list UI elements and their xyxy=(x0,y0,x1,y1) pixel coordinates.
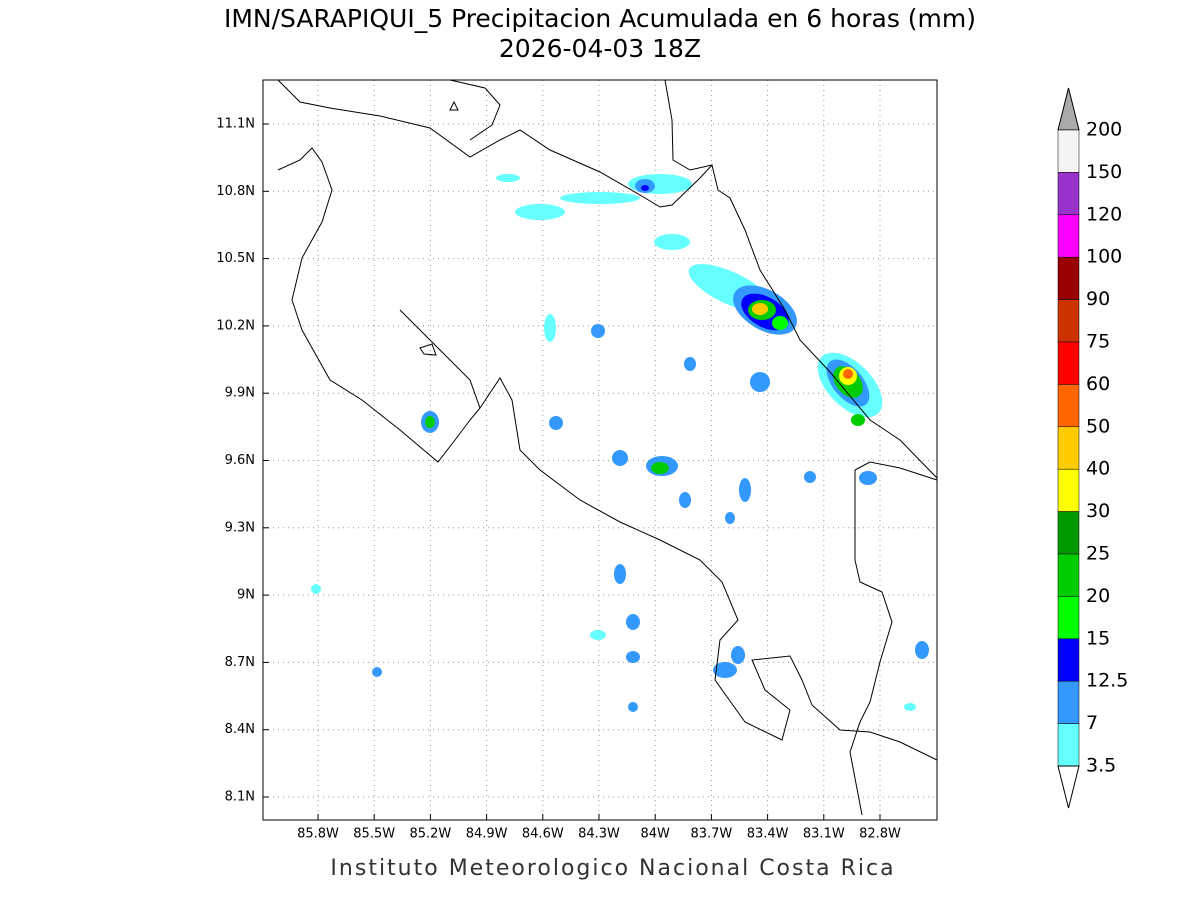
lat-tick-label: 10.5N xyxy=(216,251,255,266)
colorbar-box xyxy=(1057,214,1080,258)
colorbar-label: 12.5 xyxy=(1086,670,1128,692)
lat-tick-label: 11.1N xyxy=(216,117,255,132)
colorbar-label: 20 xyxy=(1086,585,1110,607)
colorbar-box xyxy=(1057,638,1080,682)
title: IMN/SARAPIQUI_5 Precipitacion Acumulada … xyxy=(224,4,976,33)
colorbar-box xyxy=(1057,384,1080,428)
colorbar-box xyxy=(1057,553,1080,597)
coastlines xyxy=(277,79,938,816)
colorbar-label: 90 xyxy=(1086,288,1110,310)
lon-tick-label: 85.2W xyxy=(409,827,451,842)
lat-tick-label: 9N xyxy=(237,588,255,603)
colorbar-label: 7 xyxy=(1086,712,1098,734)
colorbar-box xyxy=(1057,511,1080,555)
colorbar-box xyxy=(1057,341,1080,385)
colorbar-under xyxy=(1057,765,1080,809)
lon-tick-label: 85.8W xyxy=(297,827,339,842)
colorbar-box xyxy=(1057,723,1080,767)
colorbar-label: 50 xyxy=(1086,415,1110,437)
lon-tick-label: 84W xyxy=(640,827,670,842)
colorbar-label: 25 xyxy=(1086,543,1110,565)
lat-tick-label: 8.1N xyxy=(225,790,255,805)
colorbar-box xyxy=(1057,299,1080,343)
colorbar-box xyxy=(1057,129,1080,173)
colorbar-box xyxy=(1057,426,1080,470)
colorbar-label: 75 xyxy=(1086,331,1110,353)
lon-tick-label: 84.3W xyxy=(578,827,620,842)
colorbar-label: 60 xyxy=(1086,373,1110,395)
precipitation xyxy=(311,174,929,712)
colorbar-label: 40 xyxy=(1086,458,1110,480)
lon-tick-label: 85.5W xyxy=(353,827,395,842)
colorbar-label: 200 xyxy=(1086,119,1122,141)
colorbar-box xyxy=(1057,256,1080,300)
lon-tick-label: 84.9W xyxy=(466,827,508,842)
lon-tick-label: 83.4W xyxy=(747,827,789,842)
colorbar-box xyxy=(1057,680,1080,724)
lat-tick-label: 8.4N xyxy=(225,722,255,737)
colorbar-box xyxy=(1057,468,1080,512)
lat-tick-label: 10.2N xyxy=(216,318,255,333)
colorbar-box xyxy=(1057,172,1080,216)
colorbar-label: 15 xyxy=(1086,627,1110,649)
colorbar-label: 30 xyxy=(1086,500,1110,522)
colorbar-box xyxy=(1057,596,1080,640)
lat-tick-label: 8.7N xyxy=(225,655,255,670)
lon-tick-label: 83.1W xyxy=(803,827,845,842)
colorbar-label: 3.5 xyxy=(1086,755,1116,777)
colorbar: 200 150 120 100 90 75 60 50 40 30 25 20 15 12.5 7 3.5 xyxy=(1057,87,1128,809)
footer: Instituto Meteorologico Nacional Costa R… xyxy=(330,856,895,881)
lon-tick-label: 82.8W xyxy=(859,827,901,842)
lon-tick-label: 84.6W xyxy=(522,827,564,842)
map-frame xyxy=(262,79,938,821)
lat-tick-label: 10.8N xyxy=(216,184,255,199)
colorbar-over xyxy=(1057,87,1080,131)
lat-tick-label: 9.3N xyxy=(225,520,255,535)
lat-tick-label: 9.6N xyxy=(225,453,255,468)
lat-tick-label: 9.9N xyxy=(225,386,255,401)
lon-tick-label: 83.7W xyxy=(690,827,732,842)
axes: 85.8W 85.5W 85.2W 84.9W 84.6W 84.3W 84W 83.7W 83… xyxy=(216,117,901,842)
colorbar-label: 150 xyxy=(1086,161,1122,183)
subtitle: 2026-04-03 18Z xyxy=(499,34,701,63)
graticule xyxy=(263,80,937,820)
colorbar-label: 120 xyxy=(1086,203,1122,225)
colorbar-label: 100 xyxy=(1086,246,1122,268)
